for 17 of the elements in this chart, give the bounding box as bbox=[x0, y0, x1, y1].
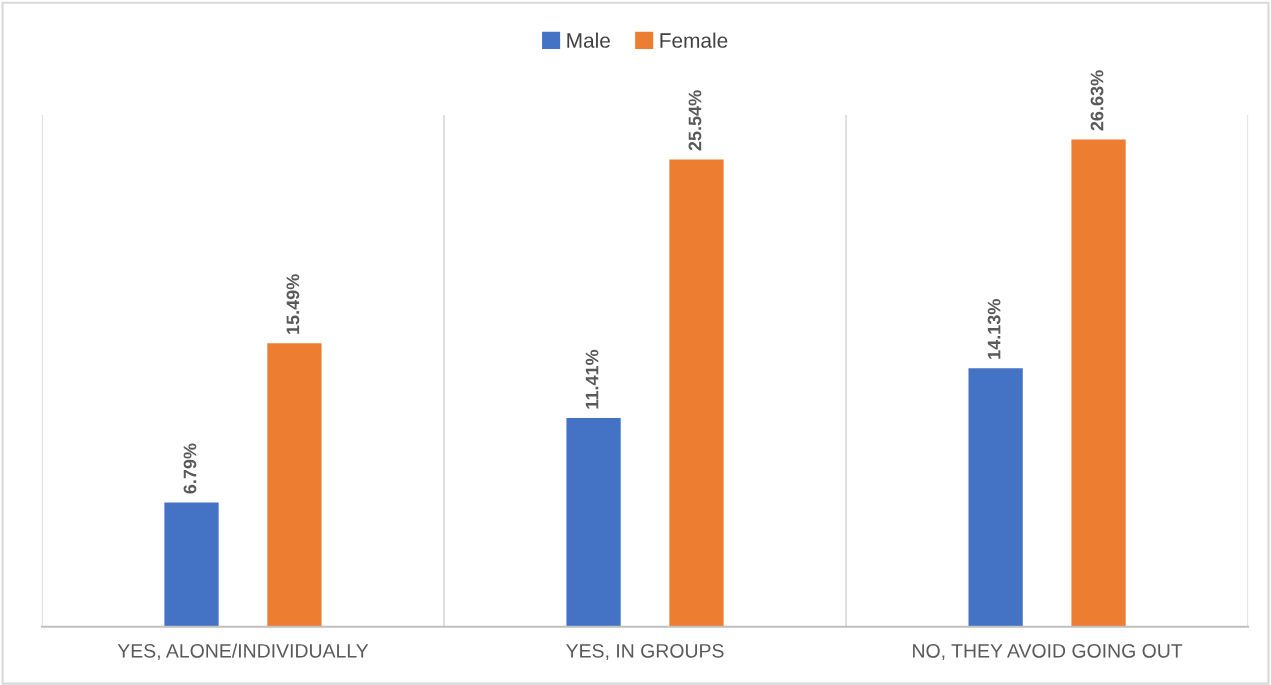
data-label: 25.54% bbox=[688, 90, 702, 151]
data-label: 26.63% bbox=[1090, 70, 1104, 131]
x-tick-label: YES, IN GROUPS bbox=[566, 643, 724, 661]
legend-label: Female bbox=[660, 32, 728, 48]
bar bbox=[1071, 139, 1126, 627]
legend-label: Male bbox=[567, 32, 610, 48]
bar bbox=[267, 343, 322, 627]
data-label: 6.79% bbox=[183, 443, 197, 494]
data-label: 14.13% bbox=[987, 299, 1001, 359]
bar bbox=[968, 368, 1023, 627]
x-tick-label: YES, ALONE/INDIVIDUALLY bbox=[117, 643, 369, 661]
data-label: 11.41% bbox=[585, 349, 599, 409]
data-label: 15.49% bbox=[286, 274, 300, 334]
x-tick-label: NO, THEY AVOID GOING OUT bbox=[913, 643, 1183, 661]
bar bbox=[669, 159, 724, 627]
bar bbox=[164, 502, 219, 627]
bar bbox=[566, 417, 621, 627]
